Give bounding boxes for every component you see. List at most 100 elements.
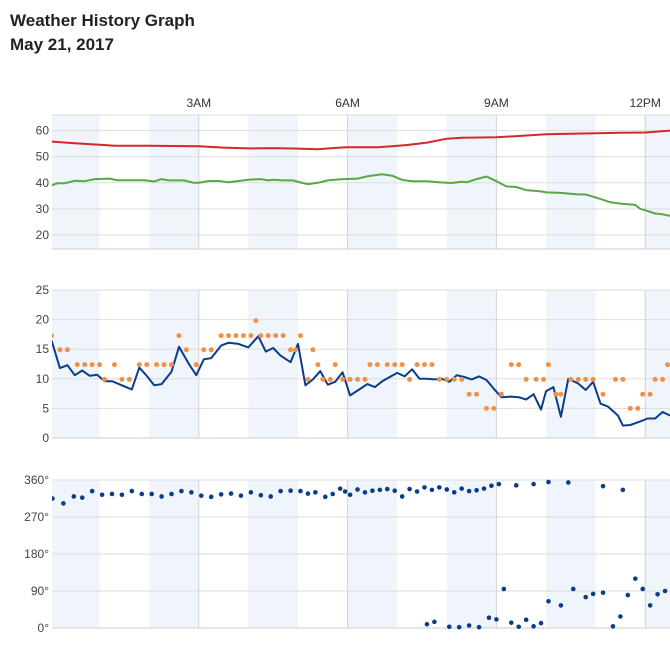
- page-date: May 21, 2017: [10, 35, 114, 54]
- wind-direction-point: [531, 481, 536, 487]
- wind-direction-point: [486, 615, 492, 621]
- wind-direction-point: [347, 492, 353, 498]
- wind-direction-point: [228, 491, 234, 496]
- x-tick-label: 6AM: [335, 96, 360, 110]
- wind-direction-point: [424, 622, 430, 627]
- wind-direction-point: [119, 492, 125, 498]
- wind-direction-point: [149, 491, 154, 497]
- wind-direction-point: [546, 479, 551, 485]
- wind-gust-point: [362, 376, 368, 382]
- y-tick-label: 30: [36, 202, 50, 216]
- wind-direction-point: [558, 603, 564, 608]
- wind-direction-point: [109, 491, 115, 497]
- wind-direction-point: [489, 483, 494, 489]
- wind-direction-point: [523, 617, 529, 623]
- wind-gust-point: [575, 376, 581, 382]
- wind-gust-point: [367, 362, 373, 368]
- wind-direction-point: [429, 487, 435, 493]
- shaded-hour-band: [546, 115, 596, 249]
- wind-direction-point: [546, 598, 551, 604]
- wind-gust-point: [119, 376, 125, 382]
- wind-direction-point: [52, 496, 55, 501]
- wind-gust-point: [568, 376, 574, 382]
- y-tick-label: 0: [42, 431, 49, 445]
- wind-gust-point: [320, 376, 326, 382]
- wind-gust-point: [660, 376, 666, 382]
- wind-gust-point: [459, 376, 465, 382]
- wind-direction-point: [322, 494, 328, 500]
- wind-gust-point: [541, 376, 547, 382]
- wind-gust-point: [111, 362, 117, 368]
- wind-direction-point: [446, 624, 452, 630]
- wind-direction-point: [278, 488, 283, 494]
- wind-gust-point: [553, 391, 559, 397]
- wind-direction-point: [494, 617, 499, 622]
- wind-direction-point: [620, 487, 626, 493]
- wind-gust-point: [310, 347, 316, 353]
- wind-gust-point: [288, 347, 294, 353]
- wind-direction-point: [618, 614, 623, 619]
- wind-speed-line: [52, 335, 670, 427]
- wind-direction-point: [179, 488, 184, 494]
- wind-gust-point: [102, 376, 108, 382]
- wind-gust-point: [208, 347, 214, 353]
- wind-gust-point: [590, 376, 596, 382]
- wind-gust-point: [399, 362, 405, 368]
- wind-gust-point: [126, 376, 132, 382]
- wind-direction-point: [99, 492, 105, 498]
- y-tick-label: 15: [36, 342, 50, 356]
- wind-gust-point: [297, 333, 303, 339]
- y-tick-label: 5: [42, 401, 49, 415]
- wind-direction-point: [600, 590, 606, 595]
- wind-gust-point: [280, 333, 286, 339]
- wind-direction-point: [414, 489, 420, 494]
- wind-direction-point: [71, 494, 77, 499]
- wind-gust-point: [183, 347, 189, 353]
- wind-gust-point: [258, 333, 264, 339]
- shaded-hour-band: [347, 115, 398, 249]
- wind-gust-point: [233, 333, 239, 339]
- wind-direction-point: [305, 491, 311, 496]
- wind-direction-point: [640, 586, 646, 592]
- wind-gust-point: [665, 362, 670, 368]
- wind-gust-point: [82, 362, 88, 368]
- wind-direction-point: [444, 487, 450, 492]
- wind-gust-point: [491, 405, 497, 411]
- wind-direction-point: [399, 494, 405, 499]
- wind-direction-point: [459, 486, 464, 491]
- wind-direction-point: [570, 586, 576, 592]
- y-tick-label: 90°: [31, 584, 49, 598]
- wind-direction-point: [139, 491, 145, 497]
- y-tick-label: 270°: [24, 510, 49, 524]
- wind-direction-point: [330, 491, 336, 497]
- wind-direction-point: [531, 624, 536, 629]
- wind-direction-point: [662, 588, 668, 594]
- wind-direction-point: [355, 487, 360, 492]
- wind-gust-point: [384, 362, 390, 368]
- wind-gust-point: [136, 362, 142, 368]
- wind-direction-point: [481, 486, 487, 491]
- wind-gust-point: [97, 362, 103, 368]
- wind-gust-point: [57, 347, 63, 353]
- wind-direction-point: [632, 576, 638, 581]
- wind-direction-point: [258, 492, 264, 498]
- wind-direction-point: [288, 488, 293, 493]
- wind-direction-point: [466, 623, 472, 628]
- wind-gust-point: [627, 405, 633, 411]
- wind-gust-point: [305, 376, 311, 382]
- wind-gust-point: [466, 391, 472, 397]
- wind-gust-point: [154, 362, 160, 368]
- wind-gust-point: [340, 376, 346, 382]
- wind-gust-point: [218, 333, 224, 339]
- wind-gust-point: [273, 333, 279, 339]
- shaded-hour-band: [347, 290, 398, 438]
- wind-direction-point: [516, 624, 522, 630]
- wind-direction-point: [566, 480, 571, 485]
- wind-gust-point: [635, 405, 641, 411]
- wind-direction-point: [407, 486, 412, 492]
- x-tick-label: 12PM: [630, 96, 661, 110]
- wind-direction-point: [538, 620, 544, 626]
- wind-gust-point: [161, 362, 167, 368]
- wind-gust-point: [144, 362, 150, 368]
- shaded-hour-band: [248, 290, 298, 438]
